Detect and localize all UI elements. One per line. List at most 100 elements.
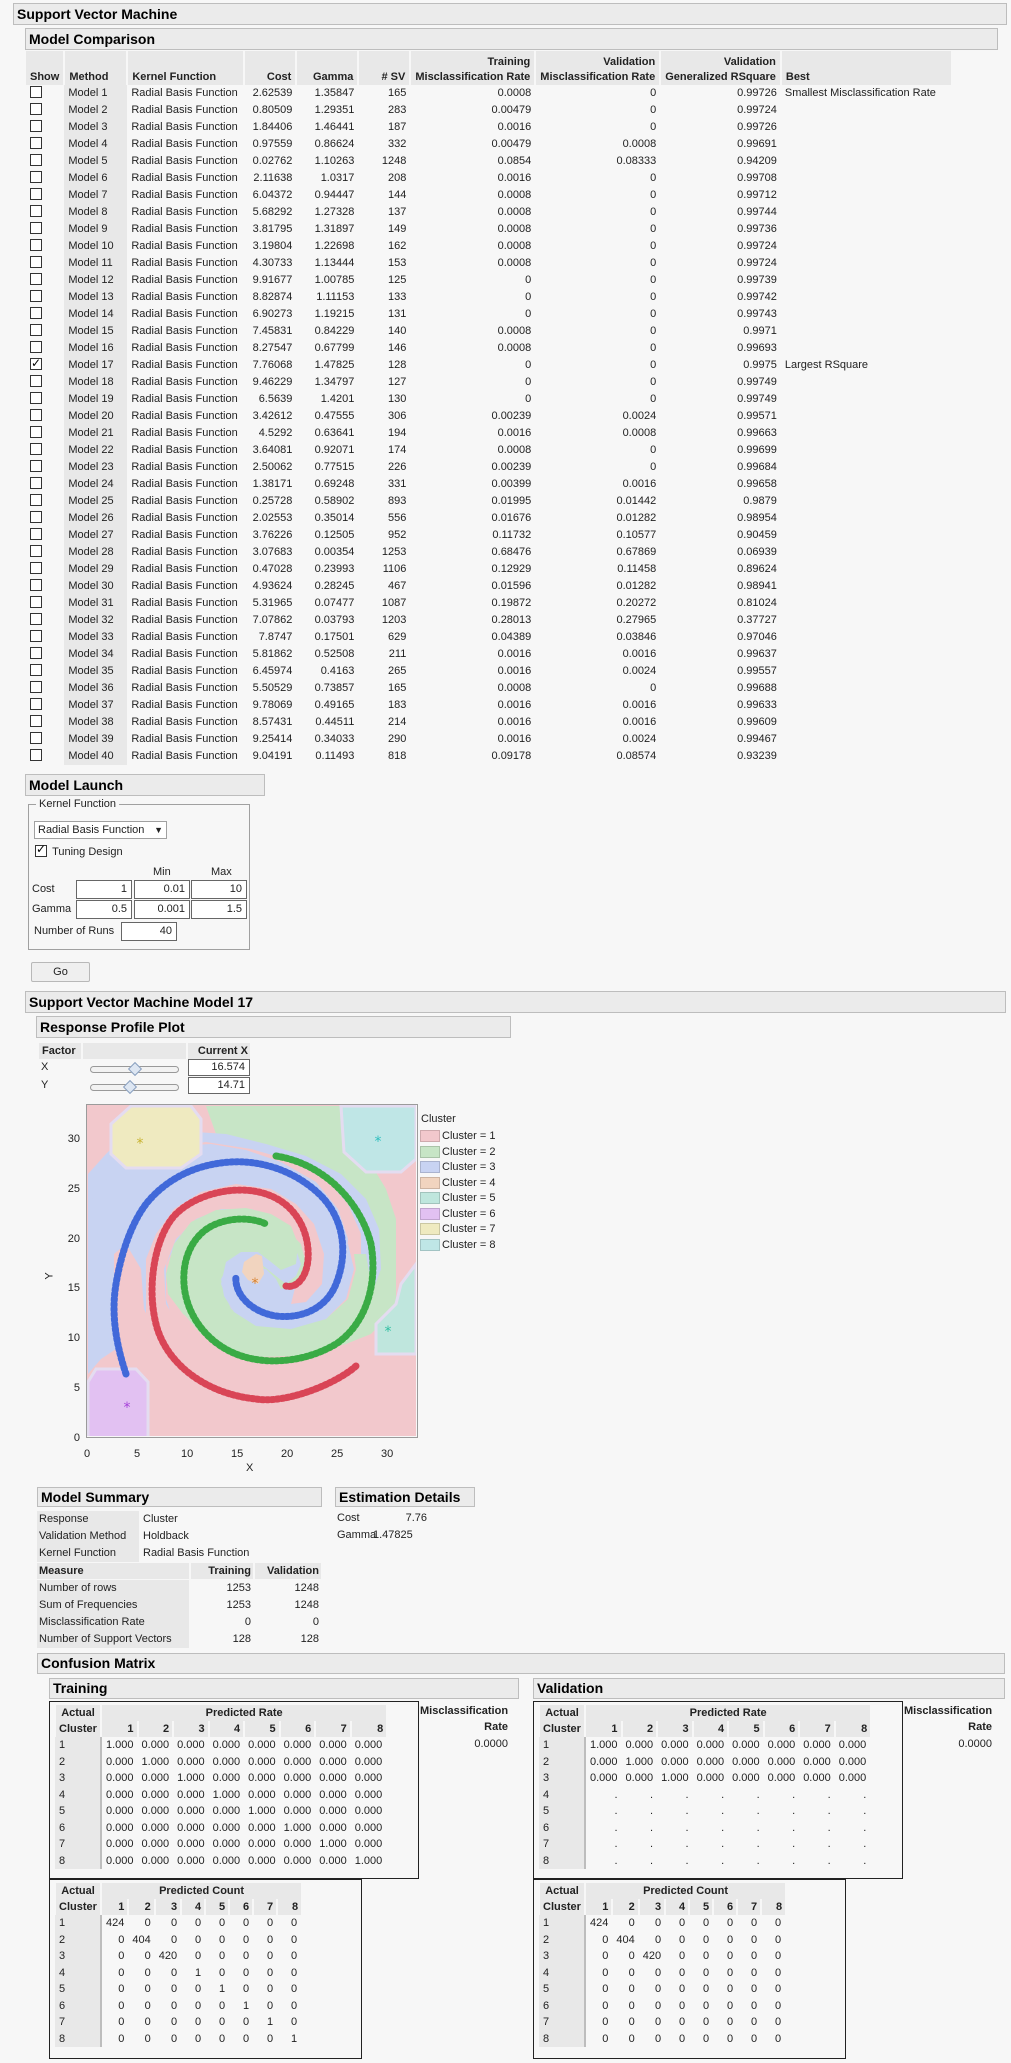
show-cell[interactable]: [26, 408, 64, 425]
gamma-min-input[interactable]: 0.001: [134, 900, 190, 919]
show-cell[interactable]: [26, 391, 64, 408]
table-row[interactable]: Model 9 Radial Basis Function 3.81795 1.318…: [26, 221, 951, 238]
checkbox-icon[interactable]: [30, 528, 42, 541]
factor-x-slider[interactable]: [90, 1061, 179, 1077]
table-row[interactable]: Model 19 Radial Basis Function 6.5639 1.420…: [26, 391, 951, 408]
table-row[interactable]: Model 33 Radial Basis Function 7.8747 0.175…: [26, 629, 951, 646]
model-launch-header[interactable]: Model Launch: [25, 774, 265, 796]
table-row[interactable]: Model 16 Radial Basis Function 8.27547 0.67…: [26, 340, 951, 357]
show-cell[interactable]: [26, 136, 64, 153]
table-row[interactable]: Model 27 Radial Basis Function 3.76226 0.12…: [26, 527, 951, 544]
table-row[interactable]: Model 20 Radial Basis Function 3.42612 0.47…: [26, 408, 951, 425]
validation-header[interactable]: Validation: [533, 1678, 1005, 1699]
show-cell[interactable]: [26, 153, 64, 170]
show-cell[interactable]: [26, 476, 64, 493]
gamma-max-input[interactable]: 1.5: [191, 900, 247, 919]
checkbox-icon[interactable]: [30, 681, 42, 694]
show-cell[interactable]: [26, 714, 64, 731]
cost-max-input[interactable]: 10: [191, 880, 247, 899]
table-row[interactable]: Model 18 Radial Basis Function 9.46229 1.34…: [26, 374, 951, 391]
legend-item[interactable]: Cluster = 4: [420, 1176, 496, 1190]
checkbox-icon[interactable]: [30, 86, 42, 99]
checkbox-icon[interactable]: [30, 137, 42, 150]
checkbox-icon[interactable]: [30, 749, 42, 762]
show-cell[interactable]: [26, 340, 64, 357]
checkbox-checked-icon[interactable]: [30, 355, 42, 372]
checkbox-icon[interactable]: [30, 562, 42, 575]
show-cell[interactable]: [26, 697, 64, 714]
checkbox-icon[interactable]: [30, 154, 42, 167]
checkbox-icon[interactable]: [30, 256, 42, 269]
table-row[interactable]: Model 25 Radial Basis Function 0.25728 0.58…: [26, 493, 951, 510]
slider-thumb[interactable]: [127, 1061, 143, 1077]
show-cell[interactable]: [26, 459, 64, 476]
show-cell[interactable]: [26, 544, 64, 561]
checkbox-icon[interactable]: [30, 477, 42, 490]
table-row[interactable]: Model 13 Radial Basis Function 8.82874 1.11…: [26, 289, 951, 306]
table-row[interactable]: Model 24 Radial Basis Function 1.38171 0.69…: [26, 476, 951, 493]
factor-y-slider[interactable]: [90, 1079, 179, 1095]
response-profile-header[interactable]: Response Profile Plot: [36, 1016, 511, 1038]
report-title-bar[interactable]: Support Vector Machine: [13, 3, 1007, 25]
col-method[interactable]: Method: [63, 51, 128, 85]
checkbox-icon[interactable]: [30, 273, 42, 286]
table-row[interactable]: Model 5 Radial Basis Function 0.02762 1.102…: [26, 153, 951, 170]
col-cost[interactable]: Cost: [243, 51, 297, 85]
checkbox-icon[interactable]: [30, 511, 42, 524]
checkbox-icon[interactable]: [30, 613, 42, 626]
model-comparison-header[interactable]: Model Comparison: [25, 28, 998, 50]
model-summary-header[interactable]: Model Summary: [37, 1487, 322, 1507]
show-cell[interactable]: [26, 306, 64, 323]
checkbox-icon[interactable]: [30, 443, 42, 456]
legend-item[interactable]: Cluster = 1: [420, 1130, 496, 1143]
show-cell[interactable]: [26, 425, 64, 442]
kernel-function-select[interactable]: Radial Basis Function ▼: [34, 821, 167, 839]
table-row[interactable]: Model 37 Radial Basis Function 9.78069 0.49…: [26, 697, 951, 714]
tuning-design-checkbox[interactable]: Tuning Design: [35, 842, 123, 859]
checkbox-icon[interactable]: [30, 222, 42, 235]
table-row[interactable]: Model 6 Radial Basis Function 2.11638 1.031…: [26, 170, 951, 187]
show-cell[interactable]: [26, 510, 64, 527]
legend-item[interactable]: Cluster = 5: [420, 1192, 496, 1205]
checkbox-icon[interactable]: [30, 324, 42, 337]
training-header[interactable]: Training: [49, 1678, 519, 1699]
checkbox-icon[interactable]: [30, 409, 42, 422]
table-row[interactable]: Model 26 Radial Basis Function 2.02553 0.35…: [26, 510, 951, 527]
table-row[interactable]: Model 12 Radial Basis Function 9.91677 1.00…: [26, 272, 951, 289]
table-row[interactable]: Model 40 Radial Basis Function 9.04191 0.11…: [26, 748, 951, 765]
show-cell[interactable]: [26, 119, 64, 136]
checkbox-icon[interactable]: [30, 664, 42, 677]
table-row[interactable]: Model 3 Radial Basis Function 1.84406 1.464…: [26, 119, 951, 136]
checkbox-icon[interactable]: [30, 188, 42, 201]
table-row[interactable]: Model 23 Radial Basis Function 2.50062 0.77…: [26, 459, 951, 476]
show-cell[interactable]: [26, 355, 64, 374]
show-cell[interactable]: [26, 170, 64, 187]
col-kernel[interactable]: Kernel Function: [126, 51, 245, 85]
cluster-plot[interactable]: * * * * *: [86, 1104, 418, 1438]
table-row[interactable]: Model 35 Radial Basis Function 6.45974 0.41…: [26, 663, 951, 680]
checkbox-icon[interactable]: [30, 545, 42, 558]
table-row[interactable]: Model 34 Radial Basis Function 5.81862 0.52…: [26, 646, 951, 663]
number-of-runs-input[interactable]: 40: [121, 922, 177, 941]
table-row[interactable]: Model 2 Radial Basis Function 0.80509 1.293…: [26, 102, 951, 119]
estimation-details-header[interactable]: Estimation Details: [335, 1487, 475, 1507]
checkbox-icon[interactable]: [30, 698, 42, 711]
show-cell[interactable]: [26, 102, 64, 119]
table-row[interactable]: Model 14 Radial Basis Function 6.90273 1.19…: [26, 306, 951, 323]
checkbox-icon[interactable]: [30, 290, 42, 303]
show-cell[interactable]: [26, 680, 64, 697]
show-cell[interactable]: [26, 595, 64, 612]
checkbox-icon[interactable]: [30, 341, 42, 354]
legend-item[interactable]: Cluster = 2: [420, 1145, 496, 1159]
table-row[interactable]: Model 39 Radial Basis Function 9.25414 0.34…: [26, 731, 951, 748]
gamma-value-input[interactable]: 0.5: [76, 900, 132, 919]
go-button[interactable]: Go: [31, 962, 90, 982]
show-cell[interactable]: [26, 629, 64, 646]
col-gamma[interactable]: Gamma: [295, 51, 359, 85]
checkbox-checked-icon[interactable]: [35, 842, 47, 858]
checkbox-icon[interactable]: [30, 392, 42, 405]
show-cell[interactable]: [26, 561, 64, 578]
show-cell[interactable]: [26, 221, 64, 238]
table-row[interactable]: Model 28 Radial Basis Function 3.07683 0.00…: [26, 544, 951, 561]
table-row[interactable]: Model 15 Radial Basis Function 7.45831 0.84…: [26, 323, 951, 340]
